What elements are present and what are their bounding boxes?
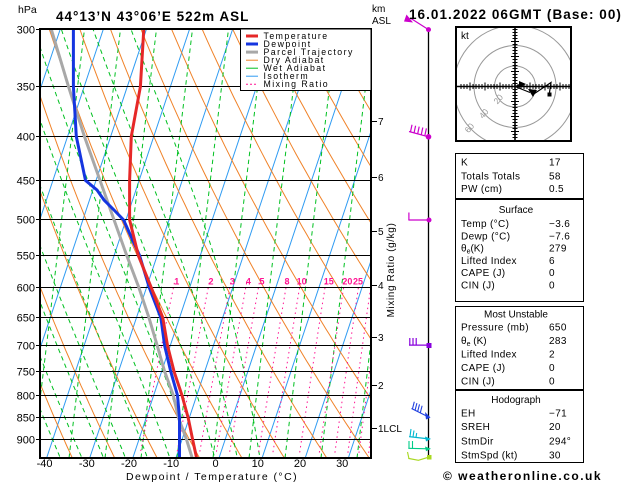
svg-text:800: 800 [17,391,35,403]
svg-text:θe(K): θe(K) [461,244,484,256]
svg-text:θe (K): θe (K) [461,336,487,348]
svg-text:279: 279 [549,244,567,255]
svg-text:Lifted Index: Lifted Index [461,256,517,267]
svg-text:20: 20 [294,458,306,470]
svg-text:7: 7 [378,117,384,128]
svg-text:K: K [461,158,468,169]
svg-text:650: 650 [17,313,35,325]
svg-text:5: 5 [259,277,264,287]
svg-text:30: 30 [336,458,348,470]
svg-text:283: 283 [549,336,567,347]
svg-text:SREH: SREH [461,422,490,433]
svg-text:0: 0 [549,281,555,292]
svg-text:20: 20 [549,422,561,433]
svg-text:−7.6: −7.6 [549,231,570,242]
svg-text:2: 2 [208,277,213,287]
svg-text:Parcel Trajectory: Parcel Trajectory [264,47,354,57]
svg-text:Hodograph: Hodograph [491,395,540,406]
svg-text:CAPE (J): CAPE (J) [461,268,505,279]
svg-text:-10: -10 [163,458,179,470]
svg-text:3: 3 [378,333,384,344]
svg-text:Most Unstable: Most Unstable [484,310,548,321]
svg-text:2: 2 [378,381,384,392]
svg-text:300: 300 [17,25,35,37]
svg-text:Temperature: Temperature [264,31,329,41]
svg-text:10: 10 [252,458,264,470]
svg-text:Mixing Ratio: Mixing Ratio [264,79,330,89]
svg-text:3: 3 [230,277,235,287]
svg-text:700: 700 [17,341,35,353]
svg-text:Pressure (mb): Pressure (mb) [461,323,529,334]
svg-text:850: 850 [17,413,35,425]
svg-text:StmSpd (kt): StmSpd (kt) [461,451,518,462]
svg-text:15: 15 [324,277,334,287]
svg-text:1LCL: 1LCL [378,424,402,435]
svg-text:kt: kt [461,31,469,42]
svg-text:CAPE (J): CAPE (J) [461,363,505,374]
svg-text:Isotherm: Isotherm [264,71,310,81]
svg-text:−71: −71 [549,409,567,420]
svg-text:-20: -20 [121,458,137,470]
svg-text:294°: 294° [549,436,571,447]
svg-text:0: 0 [549,377,555,388]
svg-text:30: 30 [549,451,561,462]
svg-text:400: 400 [17,132,35,144]
svg-text:km: km [372,4,385,15]
svg-text:10: 10 [297,277,307,287]
svg-text:StmDir: StmDir [461,436,494,447]
svg-text:-40: -40 [37,458,53,470]
svg-text:5: 5 [378,227,384,238]
svg-text:350: 350 [17,82,35,94]
svg-text:2: 2 [549,350,555,361]
svg-text:500: 500 [17,215,35,227]
svg-text:Mixing Ratio (g/kg): Mixing Ratio (g/kg) [386,223,397,318]
svg-text:ASL: ASL [372,16,391,27]
svg-text:650: 650 [549,323,567,334]
svg-text:4: 4 [246,277,251,287]
svg-text:6: 6 [549,256,555,267]
svg-text:600: 600 [17,283,35,295]
svg-text:Dewp (°C): Dewp (°C) [461,231,510,242]
svg-text:1: 1 [174,277,179,287]
svg-text:-30: -30 [79,458,95,470]
svg-text:6: 6 [378,173,384,184]
svg-text:550: 550 [17,251,35,263]
svg-text:44°13’N 43°06’E 522m ASL: 44°13’N 43°06’E 522m ASL [56,9,249,24]
svg-text:900: 900 [17,435,35,447]
svg-text:25: 25 [353,277,363,287]
svg-text:Temp (°C): Temp (°C) [461,219,509,230]
svg-text:0: 0 [549,363,555,374]
svg-text:Lifted Index: Lifted Index [461,350,517,361]
svg-text:© weatheronline.co.uk: © weatheronline.co.uk [443,469,602,483]
svg-text:EH: EH [461,409,476,420]
svg-text:750: 750 [17,367,35,379]
svg-text:20: 20 [342,277,352,287]
svg-text:Dry Adiabat: Dry Adiabat [264,55,325,65]
svg-text:Totals Totals: Totals Totals [461,172,520,183]
svg-text:hPa: hPa [18,4,37,16]
svg-text:17: 17 [549,158,561,169]
svg-text:CIN (J): CIN (J) [461,281,495,292]
svg-text:PW (cm): PW (cm) [461,184,502,195]
svg-text:Surface: Surface [499,205,534,216]
svg-text:16.01.2022 06GMT (Base: 00): 16.01.2022 06GMT (Base: 00) [409,7,622,22]
svg-text:0: 0 [549,268,555,279]
svg-text:58: 58 [549,172,561,183]
svg-text:CIN (J): CIN (J) [461,377,495,388]
svg-text:Wet Adiabat: Wet Adiabat [264,63,327,73]
svg-text:0: 0 [213,458,219,470]
svg-text:4: 4 [378,281,384,292]
svg-text:8: 8 [284,277,289,287]
svg-text:−3.6: −3.6 [549,219,570,230]
svg-text:450: 450 [17,176,35,188]
svg-text:0.5: 0.5 [549,184,564,195]
svg-text:Dewpoint / Temperature (°C): Dewpoint / Temperature (°C) [126,471,298,483]
svg-text:Dewpoint: Dewpoint [264,39,312,49]
